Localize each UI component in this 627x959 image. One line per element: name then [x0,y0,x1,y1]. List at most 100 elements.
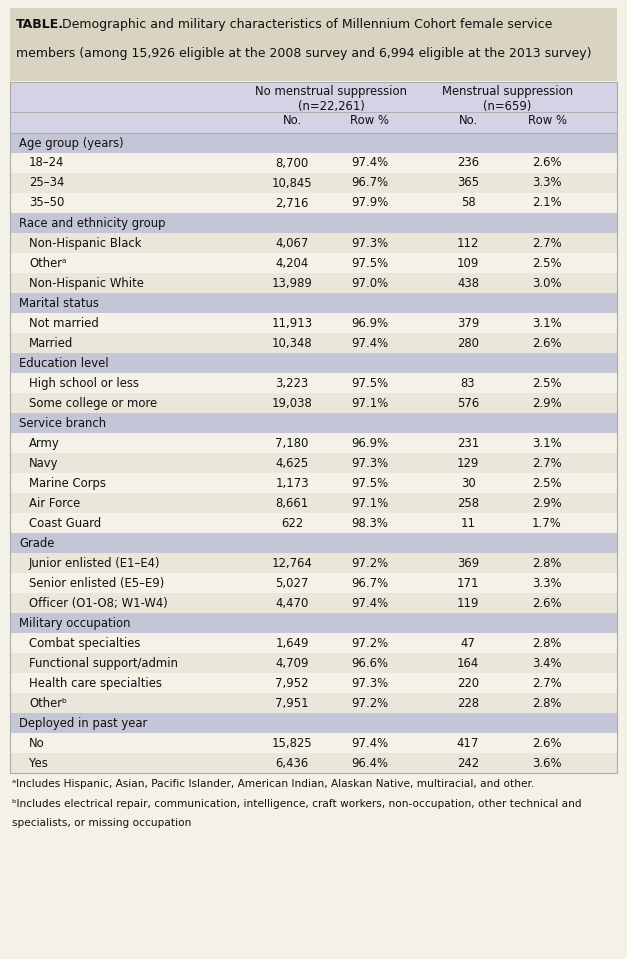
Text: 6,436: 6,436 [275,757,308,769]
Text: 2.5%: 2.5% [532,477,562,489]
Text: 97.2%: 97.2% [352,696,389,710]
Text: 96.9%: 96.9% [352,436,389,450]
Text: 97.2%: 97.2% [352,556,389,570]
Text: 4,470: 4,470 [275,596,308,610]
Bar [10,513,617,533]
Bar [10,393,617,413]
Text: ᵇIncludes electrical repair, communication, intelligence, craft workers, non-occ: ᵇIncludes electrical repair, communicati… [12,799,582,808]
Bar [10,693,617,713]
Text: 7,952: 7,952 [275,676,308,690]
Text: No: No [29,737,45,750]
Text: 112: 112 [457,237,479,249]
Bar [10,153,617,173]
Text: 96.4%: 96.4% [352,757,389,769]
Text: No menstrual suppression
(n=22,261): No menstrual suppression (n=22,261) [255,84,407,112]
Text: 97.1%: 97.1% [351,497,389,509]
Bar [10,613,617,633]
Text: 2.8%: 2.8% [532,696,562,710]
Text: 220: 220 [457,676,479,690]
Text: 97.3%: 97.3% [352,676,389,690]
Text: 280: 280 [457,337,479,349]
Bar [10,173,617,193]
Text: 2.9%: 2.9% [532,396,562,409]
Bar [10,293,617,313]
Text: 258: 258 [457,497,479,509]
Bar [10,573,617,593]
Text: 5,027: 5,027 [275,576,308,590]
Text: 97.3%: 97.3% [352,456,389,470]
Bar [10,533,617,553]
Text: 97.5%: 97.5% [352,377,389,389]
Text: 18–24: 18–24 [29,156,65,170]
Text: High school or less: High school or less [29,377,139,389]
Text: Yes: Yes [29,757,48,769]
Text: 2.6%: 2.6% [532,156,562,170]
Bar [10,213,617,233]
Text: Otherᵃ: Otherᵃ [29,256,66,269]
Text: 242: 242 [457,757,479,769]
Text: specialists, or missing occupation: specialists, or missing occupation [12,817,191,828]
Text: 10,845: 10,845 [271,176,312,190]
Bar [10,193,617,213]
Text: Marital status: Marital status [19,296,99,310]
Text: 1,649: 1,649 [275,637,308,649]
Text: 171: 171 [456,576,479,590]
Text: Age group (years): Age group (years) [19,136,124,150]
Text: Race and ethnicity group: Race and ethnicity group [19,217,166,229]
Text: 2,716: 2,716 [275,197,308,209]
Text: 83: 83 [461,377,475,389]
Text: Navy: Navy [29,456,58,470]
Text: Not married: Not married [29,316,98,330]
Text: 365: 365 [457,176,479,190]
Text: Education level: Education level [19,357,108,369]
Text: 96.6%: 96.6% [352,657,389,669]
Text: Menstrual suppression
(n=659): Menstrual suppression (n=659) [442,84,573,112]
Bar [10,233,617,253]
Bar [10,253,617,273]
Text: Combat specialties: Combat specialties [29,637,140,649]
Text: 236: 236 [457,156,479,170]
Text: 96.9%: 96.9% [352,316,389,330]
Text: 25–34: 25–34 [29,176,65,190]
Text: 3.1%: 3.1% [532,316,562,330]
Text: 97.4%: 97.4% [352,156,389,170]
Bar [10,713,617,733]
Bar [10,333,617,353]
Text: 2.5%: 2.5% [532,256,562,269]
Bar [10,593,617,613]
Text: Deployed in past year: Deployed in past year [19,716,147,730]
Bar [10,493,617,513]
Text: Row %: Row % [527,114,567,127]
Bar [10,433,617,453]
Text: Grade: Grade [19,536,55,550]
Text: 3.3%: 3.3% [532,576,562,590]
Text: Married: Married [29,337,73,349]
Text: 8,700: 8,700 [275,156,308,170]
Text: Health care specialties: Health care specialties [29,676,162,690]
Text: No.: No. [282,114,302,127]
Text: 58: 58 [461,197,475,209]
Text: 13,989: 13,989 [271,276,312,290]
Text: Coast Guard: Coast Guard [29,517,101,529]
Text: 2.5%: 2.5% [532,377,562,389]
Text: TABLE.: TABLE. [16,18,64,31]
Bar [10,633,617,653]
Text: Otherᵇ: Otherᵇ [29,696,67,710]
Text: 97.5%: 97.5% [352,477,389,489]
Text: 369: 369 [457,556,479,570]
Text: Junior enlisted (E1–E4): Junior enlisted (E1–E4) [29,556,161,570]
Text: 7,951: 7,951 [275,696,309,710]
Text: 129: 129 [457,456,479,470]
Text: No.: No. [458,114,478,127]
Text: Air Force: Air Force [29,497,80,509]
Text: 19,038: 19,038 [271,396,312,409]
Text: 2.6%: 2.6% [532,596,562,610]
Text: 3.1%: 3.1% [532,436,562,450]
Text: 97.5%: 97.5% [352,256,389,269]
Text: 12,764: 12,764 [271,556,312,570]
Text: 15,825: 15,825 [271,737,312,750]
Text: 1,173: 1,173 [275,477,309,489]
Text: 3.4%: 3.4% [532,657,562,669]
Bar [10,733,617,753]
Text: Service branch: Service branch [19,416,106,430]
